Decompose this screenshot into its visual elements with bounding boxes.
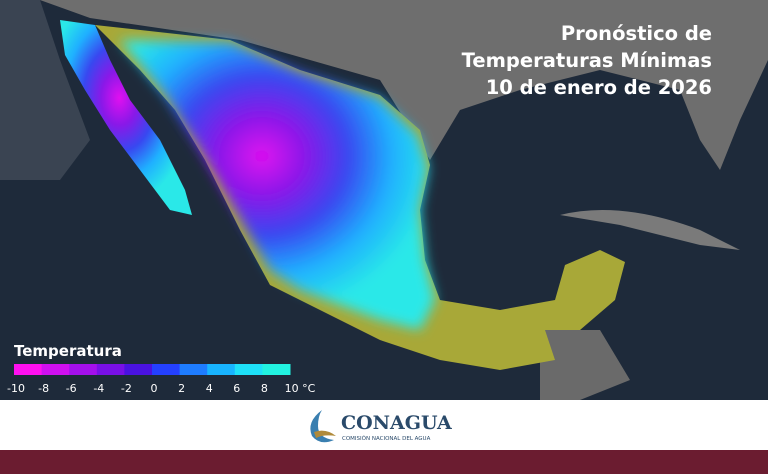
- legend-label: -8: [38, 382, 49, 395]
- legend-label: 10 °C: [285, 382, 316, 395]
- legend-swatch: [207, 364, 236, 375]
- legend-label: 2: [178, 382, 185, 395]
- logo-subtitle: COMISIÓN NACIONAL DEL AGUA: [342, 435, 431, 442]
- legend-swatch: [152, 364, 181, 375]
- legend-label: -4: [93, 382, 104, 395]
- legend: -10 -8 -6 -4 -2 0 2 4 6 8 10 °C: [7, 364, 316, 395]
- title-line: Pronóstico de: [561, 22, 712, 45]
- footer-strip: [0, 450, 768, 474]
- central-america: [540, 330, 630, 400]
- legend-label: 8: [261, 382, 268, 395]
- legend-label: -6: [66, 382, 77, 395]
- legend-swatch: [41, 364, 70, 375]
- legend-label: -2: [121, 382, 132, 395]
- logo: CONAGUA COMISIÓN NACIONAL DEL AGUA: [310, 410, 452, 443]
- legend-title: Temperatura: [14, 342, 122, 360]
- title-line: 10 de enero de 2026: [486, 76, 712, 99]
- legend-label: 4: [206, 382, 213, 395]
- legend-swatch: [262, 364, 291, 375]
- legend-label: 6: [233, 382, 240, 395]
- logo-name: CONAGUA: [341, 412, 452, 434]
- baja-california: [60, 20, 192, 215]
- logo-icon: [314, 430, 336, 438]
- legend-swatch: [179, 364, 208, 375]
- legend-label: 0: [151, 382, 158, 395]
- usa-land: [40, 0, 768, 170]
- cuba: [560, 210, 740, 250]
- legend-swatch: [14, 364, 43, 375]
- legend-swatch: [96, 364, 125, 375]
- title-line: Temperaturas Mínimas: [462, 49, 712, 72]
- legend-swatch: [69, 364, 98, 375]
- pacific: [0, 0, 90, 180]
- legend-swatch: [234, 364, 263, 375]
- footer-band: [0, 400, 768, 450]
- legend-label: -10: [7, 382, 25, 395]
- legend-swatch: [124, 364, 153, 375]
- cold-region: [120, 40, 435, 330]
